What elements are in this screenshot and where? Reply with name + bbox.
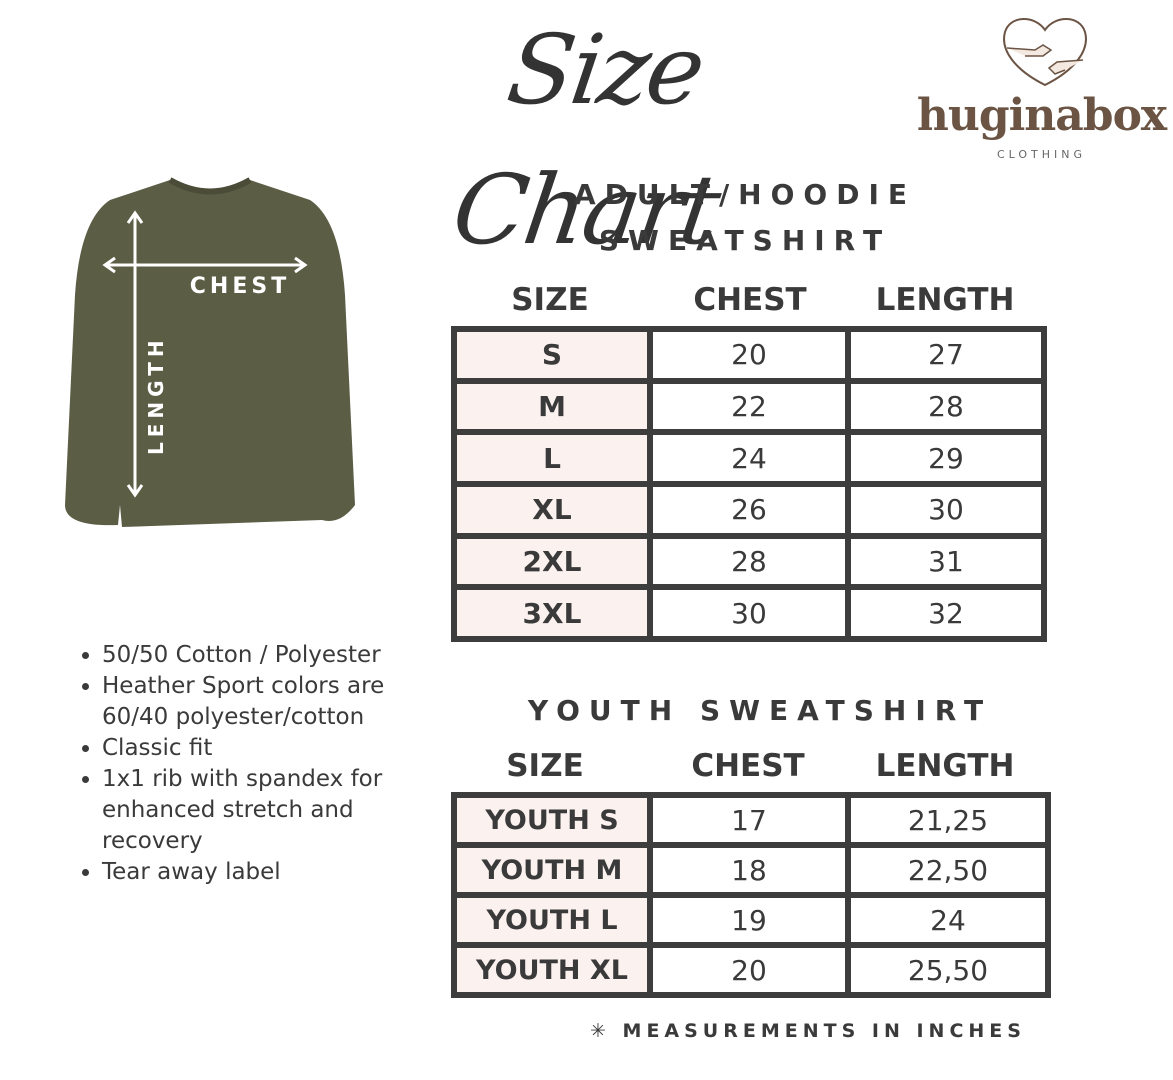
feature-list: 50/50 Cotton / PolyesterHeather Sport co… xyxy=(78,640,432,888)
brand-subtitle: CLOTHING xyxy=(996,148,1087,161)
adult-chest-cell: 20 xyxy=(653,332,845,378)
youth-size-table: YOUTH S 17 21,25 YOUTH M 18 22,50 YOUTH L 19 24 Y… xyxy=(451,792,1051,998)
adult-size-cell: 3XL xyxy=(457,590,647,636)
youth-length-cell: 21,25 xyxy=(851,798,1045,842)
adult-size-table: S 20 27 M 22 28 L 24 29 XL 26 30 2XL 28 31 3XL 30 32 xyxy=(451,326,1047,642)
adult-chest-cell: 30 xyxy=(653,590,845,636)
youth-col-size: SIZE xyxy=(506,748,584,784)
adult-chest-cell: 28 xyxy=(653,538,845,585)
sweatshirt-illustration: CHEST LENGTH xyxy=(65,177,355,527)
adult-size-cell: S xyxy=(457,332,647,378)
chest-label: CHEST xyxy=(190,274,290,299)
youth-length-cell: 25,50 xyxy=(851,948,1045,992)
adult-chest-cell: 22 xyxy=(653,383,845,430)
feature-item: Heather Sport colors are 60/40 polyester… xyxy=(102,671,432,733)
adult-length-cell: 29 xyxy=(851,435,1041,481)
adult-size-cell: XL xyxy=(457,487,647,533)
heart-hug-icon xyxy=(1003,18,1087,87)
brand-logo: huginabox CLOTHING xyxy=(910,10,1173,170)
brand-name: huginabox xyxy=(916,90,1167,141)
measurement-note: ✳ MEASUREMENTS IN INCHES xyxy=(590,1020,1026,1042)
youth-size-cell: YOUTH M xyxy=(457,848,647,892)
youth-size-cell: YOUTH S xyxy=(457,798,647,842)
youth-col-length: LENGTH xyxy=(875,748,1015,784)
adult-chest-cell: 24 xyxy=(653,435,845,481)
adult-length-cell: 32 xyxy=(851,590,1041,636)
youth-chest-cell: 20 xyxy=(653,948,845,992)
adult-heading-line2: SWEATSHIRT xyxy=(598,224,892,257)
feature-item: 1x1 rib with spandex for enhanced stretc… xyxy=(102,764,432,857)
adult-length-cell: 30 xyxy=(851,487,1041,533)
youth-length-cell: 22,50 xyxy=(851,848,1045,892)
adult-chest-cell: 26 xyxy=(653,487,845,533)
adult-size-cell: 2XL xyxy=(457,538,647,585)
adult-col-length: LENGTH xyxy=(875,282,1015,318)
adult-length-cell: 28 xyxy=(851,383,1041,430)
feature-item: 50/50 Cotton / Polyester xyxy=(102,640,432,671)
youth-heading: YOUTH SWEATSHIRT xyxy=(527,694,993,727)
youth-col-chest: CHEST xyxy=(691,748,805,784)
feature-item: Classic fit xyxy=(102,733,432,764)
adult-length-cell: 31 xyxy=(851,538,1041,585)
youth-size-cell: YOUTH L xyxy=(457,898,647,942)
adult-col-chest: CHEST xyxy=(693,282,807,318)
adult-size-cell: M xyxy=(457,383,647,430)
adult-heading: ADULT/HOODIE SWEATSHIRT xyxy=(540,172,950,264)
youth-chest-cell: 17 xyxy=(653,798,845,842)
adult-size-cell: L xyxy=(457,435,647,481)
adult-length-cell: 27 xyxy=(851,332,1041,378)
adult-heading-line1: ADULT/HOODIE xyxy=(573,178,916,211)
length-label: LENGTH xyxy=(144,335,168,455)
youth-chest-cell: 19 xyxy=(653,898,845,942)
youth-length-cell: 24 xyxy=(851,898,1045,942)
page-title: Size Chart xyxy=(446,14,725,266)
adult-col-size: SIZE xyxy=(511,282,589,318)
feature-item: Tear away label xyxy=(102,857,432,888)
youth-size-cell: YOUTH XL xyxy=(457,948,647,992)
youth-chest-cell: 18 xyxy=(653,848,845,892)
